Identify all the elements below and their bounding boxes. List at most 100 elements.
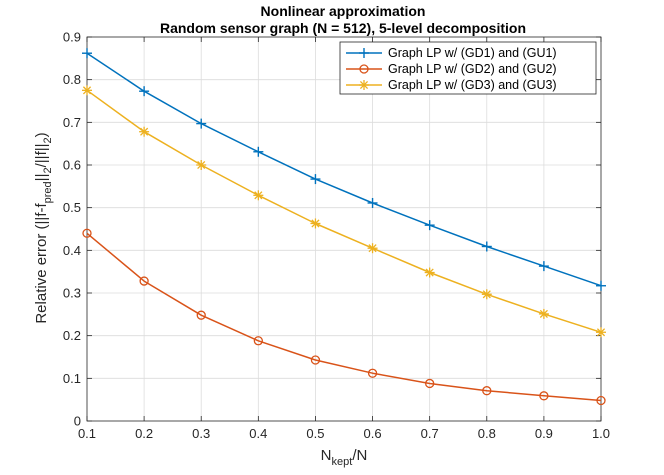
legend-label-series-1: Graph LP w/ (GD1) and (GU1) xyxy=(388,46,557,60)
series-1-point xyxy=(82,48,92,59)
marker-circle xyxy=(482,386,492,396)
y-axis-label-s2: 2 xyxy=(42,167,54,173)
series-2-point xyxy=(196,310,206,320)
marker-star-d2 xyxy=(254,191,263,200)
y-tick-label: 0.7 xyxy=(63,115,81,130)
series-2-point xyxy=(482,386,492,396)
marker-star-d2 xyxy=(140,127,149,136)
marker-circle xyxy=(139,276,149,286)
series-1-point xyxy=(424,220,435,231)
series-3-point xyxy=(82,85,92,96)
series-2-point xyxy=(596,395,606,406)
marker-circle xyxy=(82,228,92,238)
series-1 xyxy=(82,48,606,291)
legend-marker-series-2 xyxy=(359,64,369,74)
series-1-line xyxy=(86,52,602,287)
series-2-point xyxy=(539,391,549,401)
marker-circle xyxy=(425,378,435,389)
series-1-point xyxy=(253,146,264,157)
series-2-line xyxy=(86,232,602,402)
marker-star-d2 xyxy=(311,219,320,228)
y-tick-label: 0.2 xyxy=(63,328,81,343)
series-2-point xyxy=(253,336,263,346)
y-tick-label: 0.1 xyxy=(63,371,81,386)
marker-star-d2 xyxy=(82,86,92,95)
y-tick-label: 0.3 xyxy=(63,286,81,301)
series-3-point xyxy=(424,267,435,278)
series-3-point xyxy=(481,289,492,300)
legend-label-series-2: Graph LP w/ (GD2) and (GU2) xyxy=(388,62,557,76)
series-2-point xyxy=(425,378,435,389)
marker-star-d2 xyxy=(359,80,369,90)
marker-star-d2 xyxy=(539,309,548,318)
legend-marker-series-3 xyxy=(359,80,369,90)
series-1-point xyxy=(139,86,150,97)
series-1-point xyxy=(196,118,207,129)
axes-box xyxy=(86,36,602,422)
series-3-point xyxy=(538,308,549,319)
x-tick-labels: 0.1 0.2 0.3 0.4 0.5 0.6 0.7 0.8 0.9 1.0 xyxy=(78,426,610,441)
marker-circle xyxy=(367,368,378,378)
y-tick-label: 0.8 xyxy=(63,72,81,87)
y-axis-label-s3: 2 xyxy=(42,137,54,143)
y-axis-label-p4: ) xyxy=(33,132,50,137)
x-axis-label: Nkept/N xyxy=(321,447,368,468)
marker-circle xyxy=(196,310,206,320)
marker-star-d2 xyxy=(596,328,606,337)
y-tick-label: 0.4 xyxy=(63,243,81,258)
x-tick-label: 0.4 xyxy=(249,426,267,441)
legend-label-series-3: Graph LP w/ (GD3) and (GU3) xyxy=(388,78,557,92)
y-tick-label: 0 xyxy=(74,414,81,429)
y-axis-label: Relative error (||f-fpred||2/||f||2) xyxy=(33,132,54,323)
series-2-point xyxy=(367,368,378,378)
marker-circle xyxy=(539,391,549,401)
legend-box xyxy=(339,41,597,95)
series-2-point xyxy=(139,276,149,286)
legend: Graph LP w/ (GD1) and (GU1) Graph LP w/ … xyxy=(339,41,597,95)
x-tick-label: 0.9 xyxy=(535,426,553,441)
series-3-point xyxy=(139,126,150,137)
series-3-point xyxy=(196,160,207,170)
x-axis-label-main: N xyxy=(321,447,332,464)
series-2-point xyxy=(82,228,92,238)
x-axis-label-tail: /N xyxy=(352,447,367,464)
grid-lines xyxy=(87,37,601,421)
x-tick-label: 0.6 xyxy=(364,426,382,441)
marker-circle xyxy=(596,395,606,406)
chart-title-line1: Nonlinear approximation xyxy=(261,3,426,19)
marker-star-d2 xyxy=(368,244,377,253)
marker-star-d2 xyxy=(197,160,206,170)
series-1-point xyxy=(538,261,549,272)
series-3-point xyxy=(367,243,378,254)
series-1-point xyxy=(481,241,492,252)
series-3 xyxy=(82,85,606,338)
x-tick-label: 0.3 xyxy=(192,426,210,441)
y-axis-label-p3: /||f|| xyxy=(33,143,50,167)
series-2-point xyxy=(310,355,321,365)
series-3-point xyxy=(596,327,606,338)
x-axis-label-sub: kept xyxy=(332,456,353,468)
legend-marker-series-1 xyxy=(359,48,369,58)
series-3-point xyxy=(253,190,264,201)
x-tick-label: 0.1 xyxy=(78,426,96,441)
x-tick-label: 0.7 xyxy=(421,426,439,441)
marker-circle xyxy=(253,336,263,346)
series-3-point xyxy=(310,218,321,229)
series-1-point xyxy=(367,197,378,208)
marker-circle xyxy=(310,355,321,365)
series-3-line xyxy=(86,89,602,334)
y-tick-label: 0.5 xyxy=(63,200,81,215)
marker-circle xyxy=(359,64,369,74)
series-1-point xyxy=(596,280,606,291)
marker-star-d2 xyxy=(482,290,491,299)
y-axis-label-p1: Relative error (||f-f xyxy=(33,203,50,324)
y-tick-labels: 0 0.1 0.2 0.3 0.4 0.5 0.6 0.7 0.8 0.9 xyxy=(63,30,81,429)
y-tick-label: 0.9 xyxy=(63,30,81,45)
x-tick-label: 0.5 xyxy=(306,426,324,441)
chart-title-line2: Random sensor graph (N = 512), 5-level d… xyxy=(160,20,526,36)
y-axis-label-s1: pred xyxy=(42,181,54,203)
series-group xyxy=(82,48,606,406)
y-tick-label: 0.6 xyxy=(63,158,81,173)
y-axis-label-p2: || xyxy=(33,174,50,182)
